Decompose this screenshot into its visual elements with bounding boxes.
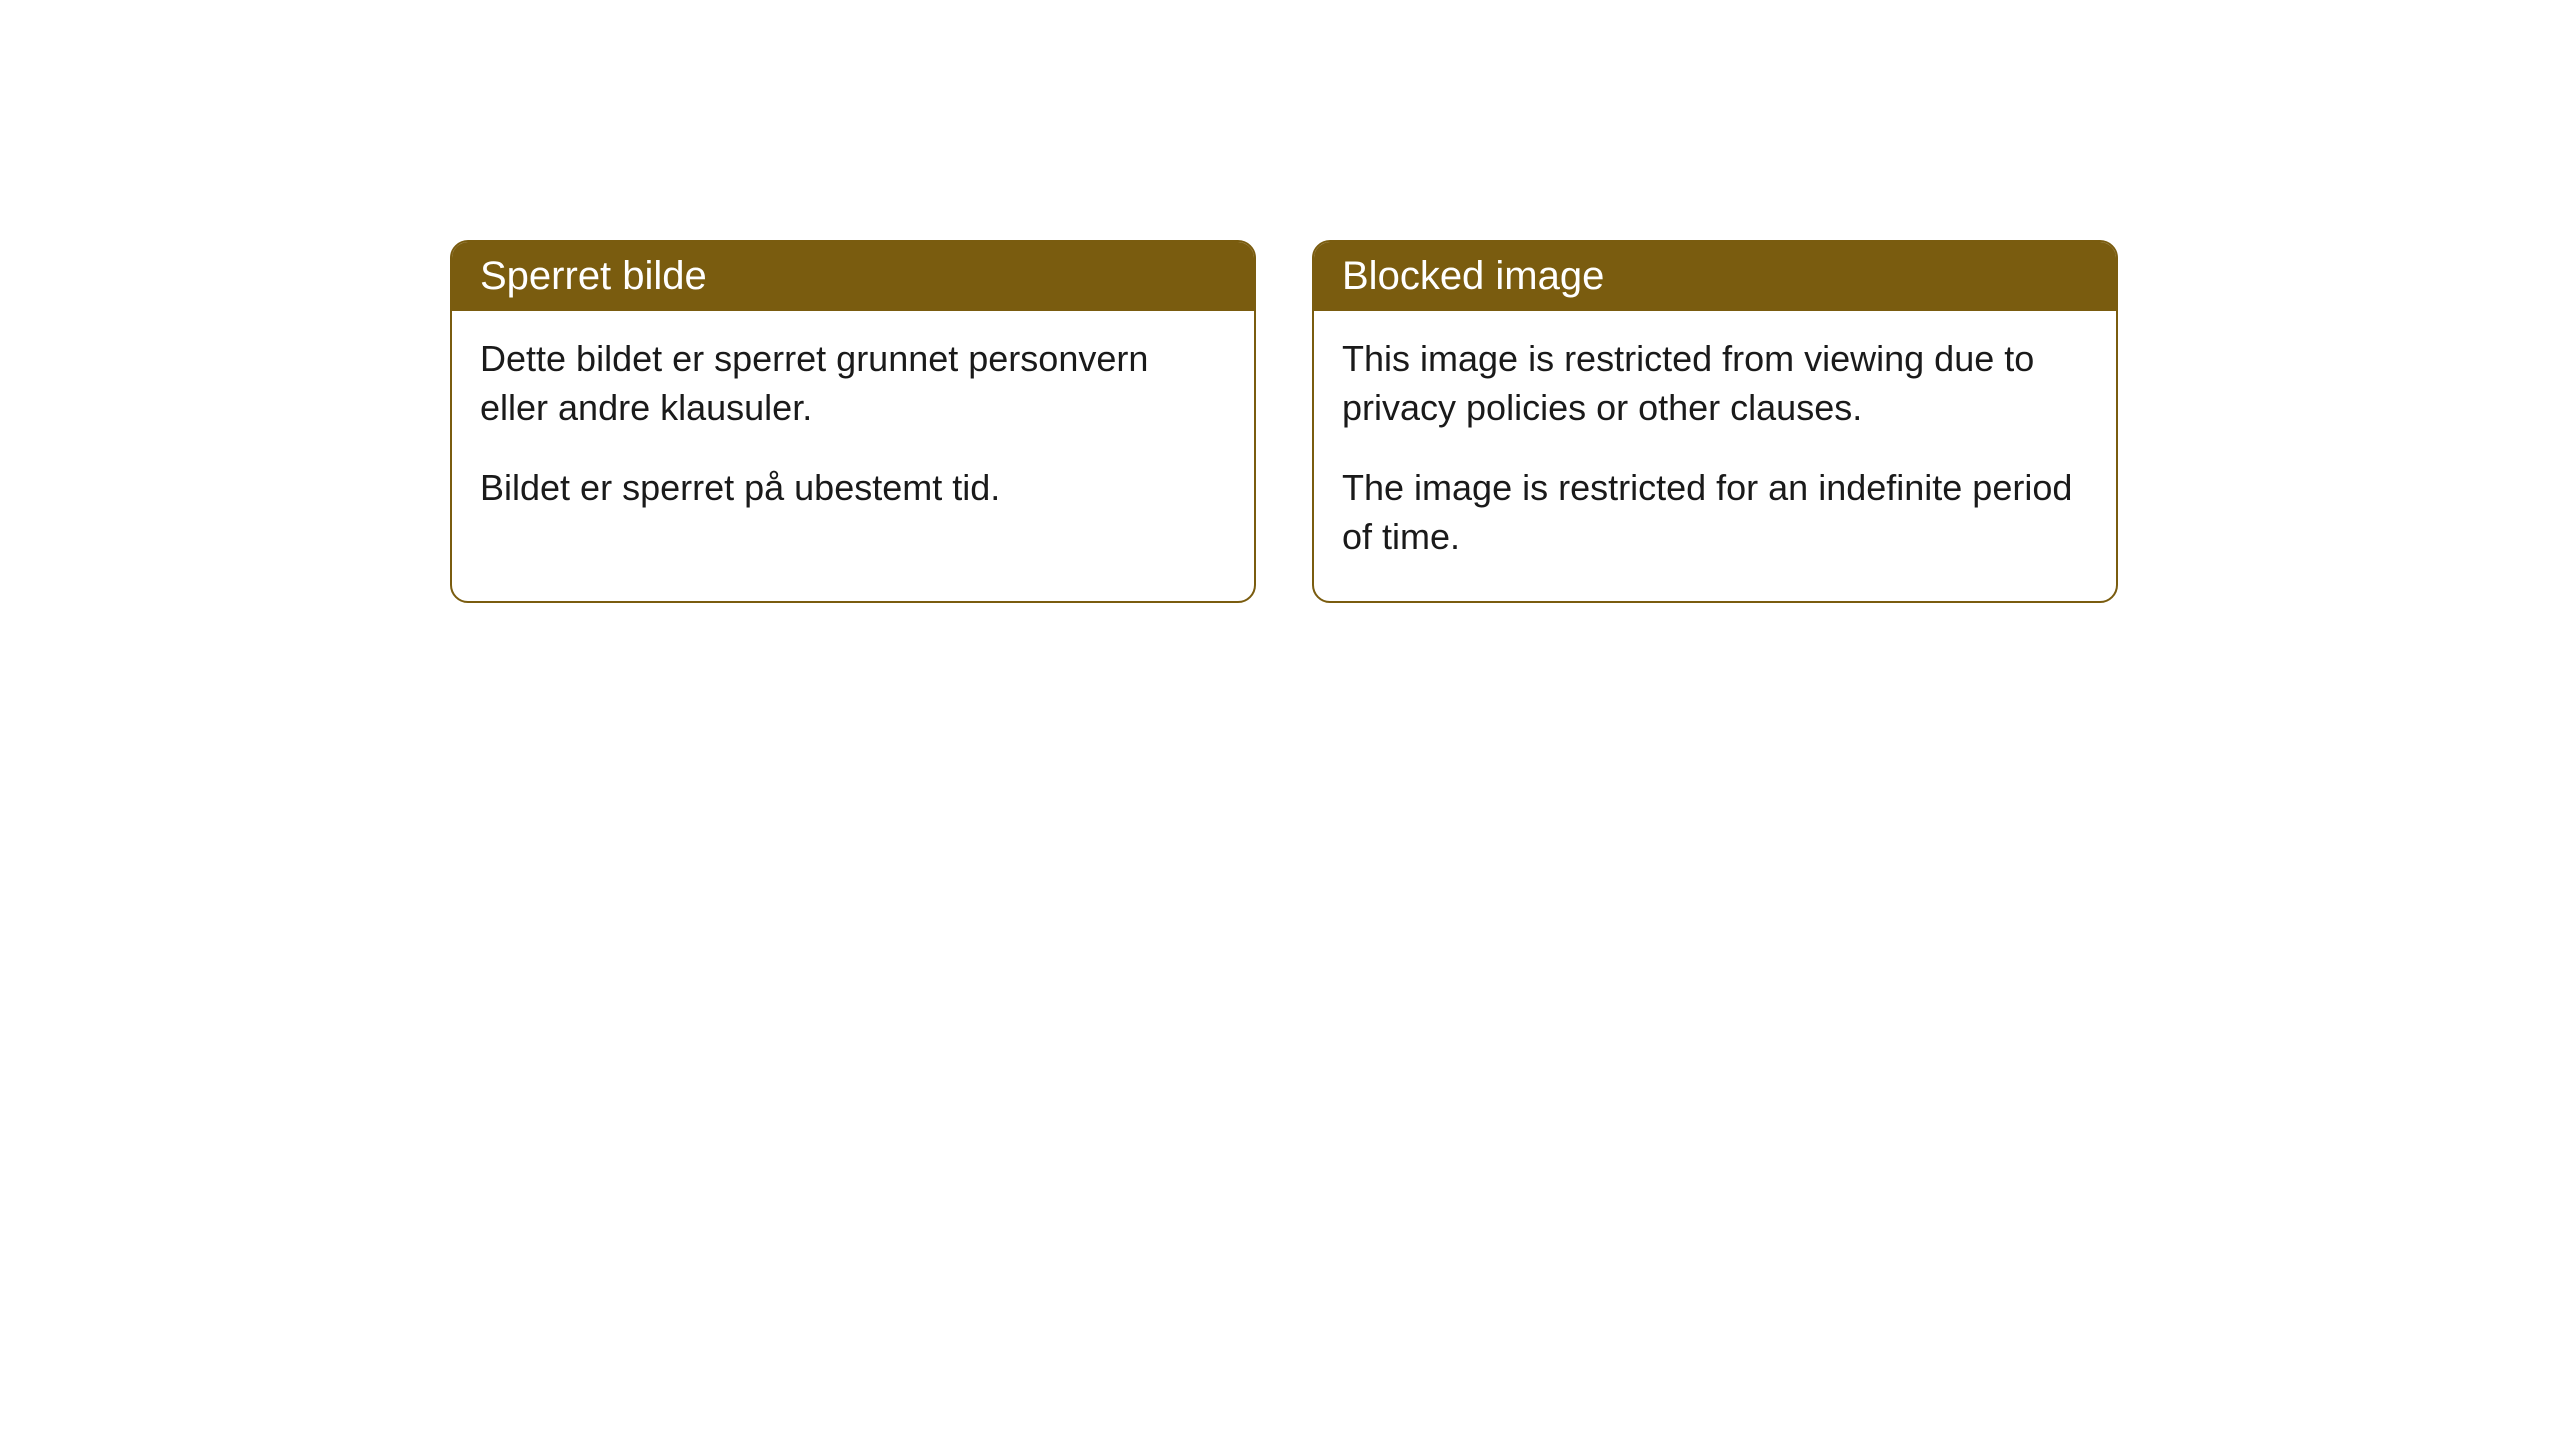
card-paragraph-2: The image is restricted for an indefinit… <box>1342 464 2088 561</box>
card-paragraph-1: This image is restricted from viewing du… <box>1342 335 2088 432</box>
card-body: This image is restricted from viewing du… <box>1314 311 2116 601</box>
notice-card-english: Blocked image This image is restricted f… <box>1312 240 2118 603</box>
card-header: Blocked image <box>1314 242 2116 311</box>
card-paragraph-2: Bildet er sperret på ubestemt tid. <box>480 464 1226 513</box>
card-title: Sperret bilde <box>480 254 707 298</box>
card-header: Sperret bilde <box>452 242 1254 311</box>
notice-card-norwegian: Sperret bilde Dette bildet er sperret gr… <box>450 240 1256 603</box>
notice-cards-container: Sperret bilde Dette bildet er sperret gr… <box>450 240 2560 603</box>
card-paragraph-1: Dette bildet er sperret grunnet personve… <box>480 335 1226 432</box>
card-title: Blocked image <box>1342 254 1604 298</box>
card-body: Dette bildet er sperret grunnet personve… <box>452 311 1254 553</box>
